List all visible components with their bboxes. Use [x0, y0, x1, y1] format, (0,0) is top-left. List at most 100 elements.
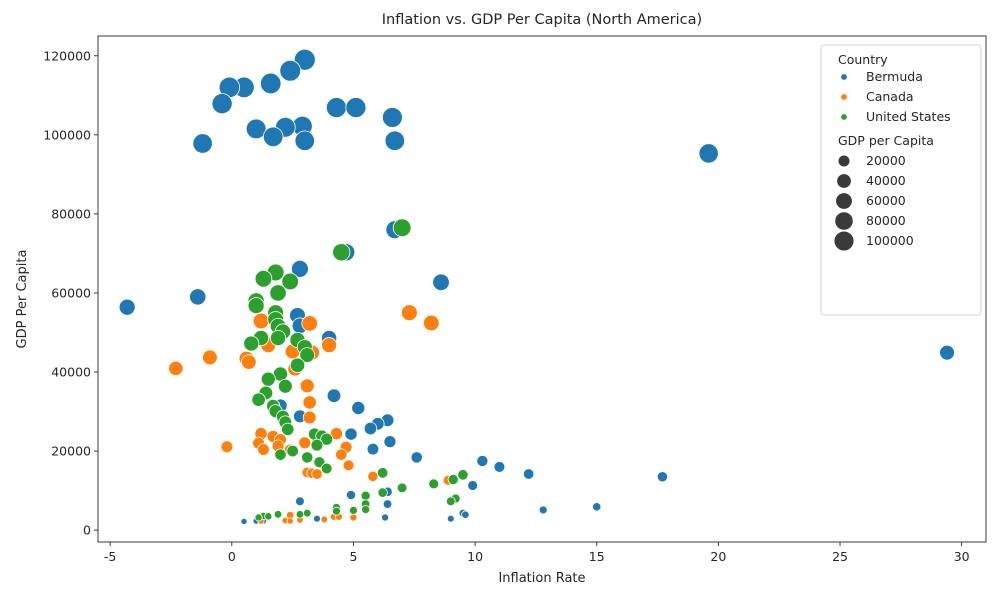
legend-size-title: GDP per Capita	[838, 133, 934, 148]
data-point	[211, 93, 233, 115]
y-tick-label: 80000	[51, 206, 91, 221]
data-point	[298, 436, 312, 450]
points-layer	[118, 48, 955, 525]
legend-size-label: 40000	[866, 173, 906, 188]
legend-series-label: Bermuda	[866, 69, 923, 84]
data-point	[344, 427, 358, 441]
legend-sizes: 20000 40000 60000 80000 100000	[833, 153, 914, 252]
data-point	[423, 314, 440, 332]
data-point	[345, 489, 357, 501]
data-point	[269, 329, 287, 347]
data-point	[243, 335, 260, 352]
data-point	[329, 427, 343, 441]
legend-series-label: Canada	[866, 89, 914, 104]
legend-size-label: 80000	[866, 213, 906, 228]
data-point	[301, 451, 314, 464]
y-tick-label: 100000	[43, 127, 91, 142]
data-point	[254, 513, 263, 522]
plot-frame	[97, 35, 987, 543]
data-point	[302, 410, 317, 425]
axes-layer: -5 0 5 10 15 20 25 30 0 20000 40000 60000 80000 10000…	[43, 35, 987, 564]
data-point	[320, 515, 329, 524]
y-tick-label: 20000	[51, 444, 91, 459]
data-point	[281, 272, 299, 291]
y-axis-label: GDP Per Capita	[15, 250, 30, 349]
data-point	[251, 392, 266, 407]
data-point	[289, 357, 306, 373]
data-point	[349, 513, 358, 522]
x-tick-label: -5	[104, 549, 116, 564]
x-tick-label: 5	[349, 549, 357, 564]
chart-title: Inflation vs. GDP Per Capita (North Amer…	[382, 12, 702, 28]
data-point	[189, 288, 207, 306]
data-point	[269, 284, 287, 302]
data-point	[273, 510, 283, 519]
x-tick-label: 15	[589, 549, 605, 564]
x-axis-label: Inflation Rate	[498, 571, 585, 586]
legend-size-marker	[834, 211, 854, 231]
data-point	[656, 471, 669, 483]
legend-series-marker	[840, 73, 848, 81]
data-point	[538, 505, 548, 515]
y-tick-label: 0	[83, 523, 91, 538]
data-point	[410, 451, 423, 464]
data-point	[493, 461, 506, 473]
data-point	[281, 422, 295, 436]
data-point	[349, 505, 358, 515]
data-point	[363, 421, 378, 436]
data-point	[376, 467, 389, 479]
data-point	[366, 442, 380, 456]
data-point	[445, 496, 456, 507]
data-point	[361, 505, 371, 515]
x-tick-label: 0	[228, 549, 236, 564]
data-point	[241, 354, 257, 370]
data-point	[342, 459, 355, 472]
data-point	[294, 130, 315, 151]
legend-series-label: United States	[866, 109, 951, 124]
data-point	[457, 469, 469, 481]
data-point	[351, 400, 366, 416]
legend: Country Bermuda Canada United States GDP p…	[820, 44, 982, 316]
data-point	[396, 482, 408, 494]
data-point	[299, 347, 316, 363]
data-point	[384, 130, 405, 151]
data-point	[311, 468, 323, 480]
data-point	[257, 443, 270, 456]
data-point	[360, 490, 371, 501]
legend-size-marker	[837, 154, 851, 168]
data-point	[467, 480, 479, 491]
legend-size-marker	[835, 192, 853, 210]
data-point	[522, 468, 535, 480]
y-tick-label: 40000	[51, 365, 91, 380]
data-point	[461, 510, 470, 519]
data-point	[202, 349, 218, 366]
data-point	[428, 478, 440, 490]
y-tick-label: 120000	[43, 48, 91, 63]
data-point	[320, 462, 333, 475]
data-point	[476, 454, 489, 467]
data-point	[118, 298, 136, 316]
data-point	[377, 487, 388, 498]
data-point	[240, 517, 248, 525]
data-point	[168, 360, 184, 377]
data-point	[295, 496, 305, 507]
data-point	[274, 448, 287, 461]
legend-hue-title: Country	[838, 52, 888, 67]
data-point	[447, 473, 459, 486]
data-point	[382, 499, 393, 509]
y-tick-label: 60000	[51, 285, 91, 300]
data-point	[286, 517, 294, 525]
data-point	[264, 512, 273, 521]
data-point	[192, 133, 213, 154]
data-point	[939, 344, 955, 361]
data-point	[247, 297, 265, 315]
data-point	[335, 448, 348, 461]
data-point	[310, 438, 324, 452]
data-point	[326, 388, 342, 403]
data-point	[332, 506, 341, 516]
data-point	[401, 304, 418, 322]
data-point	[302, 395, 317, 410]
x-tick-label: 20	[710, 549, 726, 564]
data-point	[325, 97, 347, 119]
data-point	[332, 243, 351, 262]
